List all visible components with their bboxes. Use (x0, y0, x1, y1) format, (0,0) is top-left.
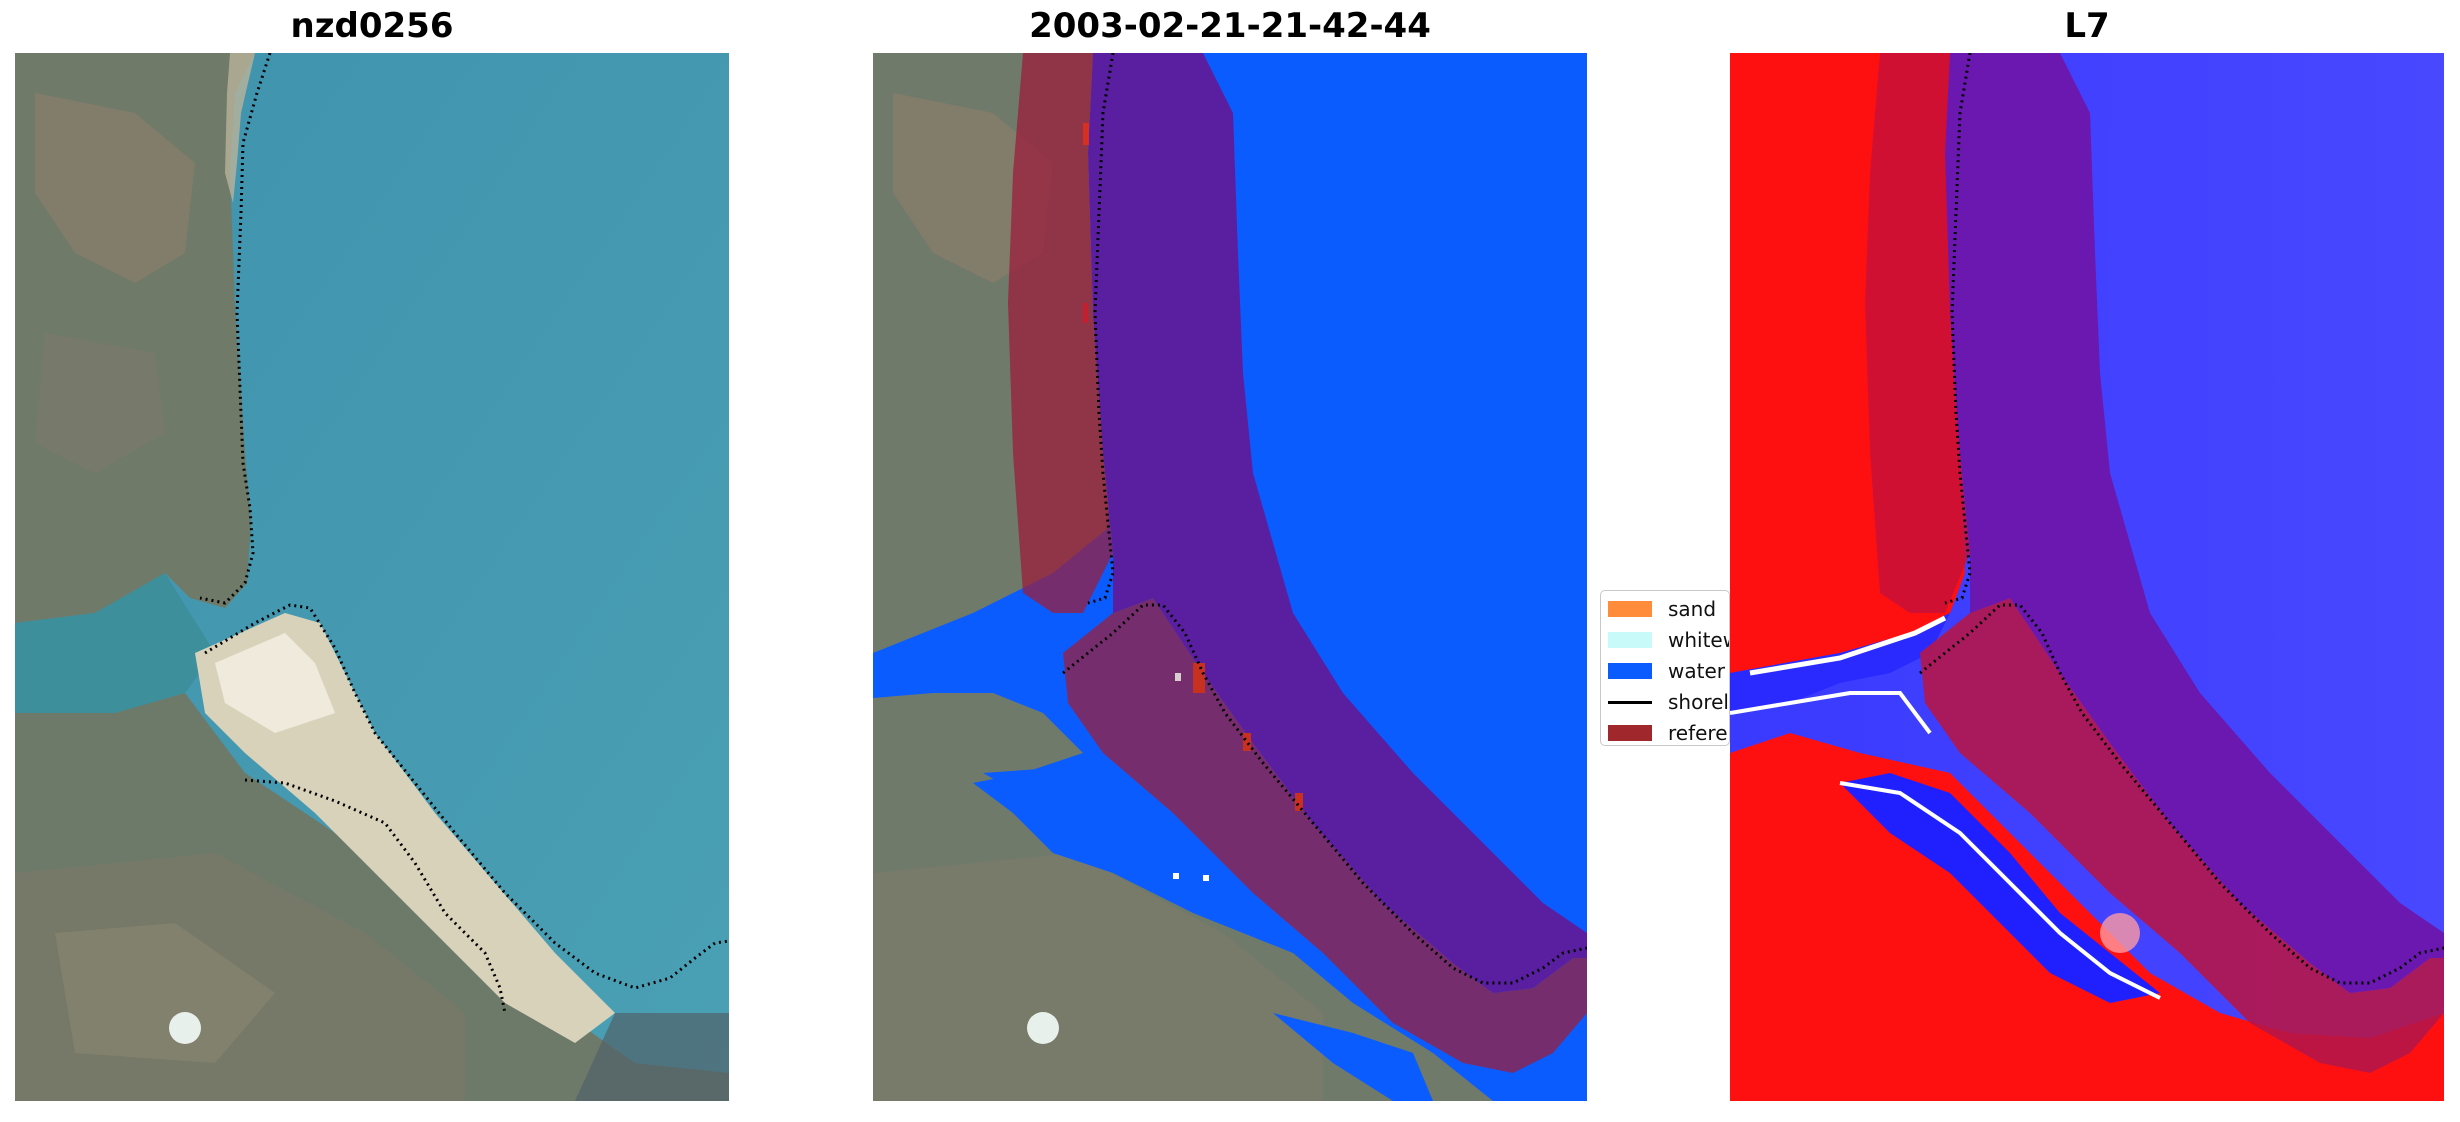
legend-item-water: water (1601, 659, 1725, 683)
index-image-panel (1730, 53, 2444, 1101)
rgb-image-panel (15, 53, 729, 1101)
legend-label: sand (1668, 597, 1717, 621)
whitewater-swatch (1608, 632, 1652, 648)
classified-image (873, 53, 1587, 1101)
title-middle: 2003-02-21-21-42-44 (1029, 6, 1431, 46)
sand-swatch (1608, 601, 1652, 617)
shoreline-line-left (199, 53, 729, 990)
classified-image-panel (873, 53, 1587, 1101)
legend-label: shoreline (1668, 690, 1729, 714)
legend-item-shoreline: shoreline (1601, 690, 1729, 714)
index-image (1730, 53, 2444, 1101)
legend-item-reference: reference shoreline buffer (1601, 721, 1729, 745)
shoreline-swatch (1608, 700, 1652, 704)
shoreline-line-middle (1062, 53, 1587, 985)
title-left: nzd0256 (290, 6, 454, 46)
reference-swatch (1608, 725, 1652, 741)
legend-label: reference shoreline buffer (1668, 721, 1729, 745)
legend-label: water (1668, 659, 1725, 683)
shoreline-line-right (1919, 53, 2444, 985)
rgb-image (15, 53, 729, 1101)
water-swatch (1608, 663, 1652, 679)
title-right: L7 (2064, 6, 2110, 46)
legend-item-sand: sand (1601, 597, 1716, 621)
